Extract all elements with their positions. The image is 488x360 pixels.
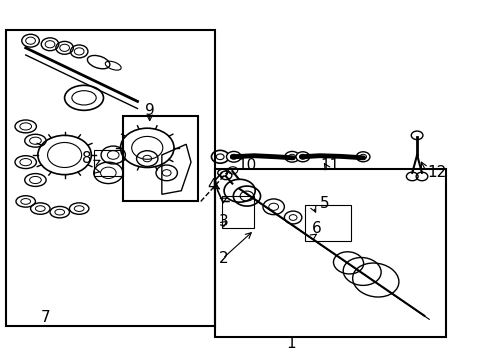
Text: 4: 4	[207, 178, 216, 193]
Circle shape	[226, 152, 241, 162]
Text: 10: 10	[237, 158, 256, 173]
Text: 5: 5	[319, 196, 329, 211]
Text: 8: 8	[81, 151, 91, 166]
Bar	[215, 169, 446, 337]
Bar	[222, 196, 253, 228]
Text: 12: 12	[426, 165, 445, 180]
Text: 1: 1	[285, 336, 295, 351]
Bar	[122, 116, 198, 202]
Text: 9: 9	[144, 103, 154, 118]
Text: 3: 3	[218, 213, 228, 229]
Bar	[94, 150, 122, 176]
Text: 6: 6	[311, 221, 321, 236]
Circle shape	[356, 152, 369, 162]
Circle shape	[295, 152, 309, 162]
Text: 11: 11	[319, 158, 338, 173]
Bar	[6, 30, 215, 327]
Bar	[305, 205, 351, 241]
Text: 2: 2	[218, 251, 228, 266]
Text: 7: 7	[40, 310, 50, 325]
Circle shape	[285, 152, 299, 162]
